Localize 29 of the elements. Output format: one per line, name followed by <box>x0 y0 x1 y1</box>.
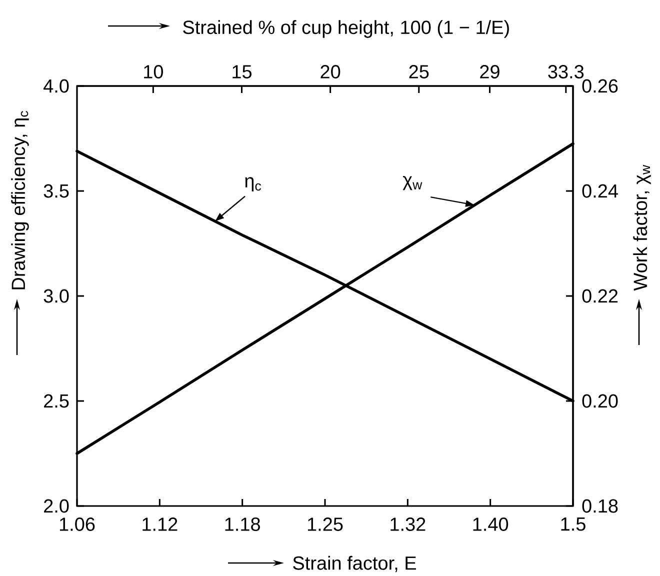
text: χ$_{w}$ <box>402 176 422 190</box>
y2-axis-title: Work factor, χ$_{w}$ <box>633 164 651 291</box>
x2-tick-label: 20 <box>320 65 340 78</box>
y-tick-label: 4.0 <box>44 79 69 93</box>
y2-tick-label: 0.20 <box>582 394 618 408</box>
x2-tick-label: 10 <box>144 65 163 78</box>
text: η$_{c}$ <box>245 177 262 192</box>
x2-tick-label: 25 <box>409 65 429 78</box>
y-tick-label: 2.5 <box>44 394 69 408</box>
x-tick-label: 1.5 <box>561 518 586 531</box>
y2-tick-label: 0.24 <box>582 184 618 198</box>
y-tick-label: 3.5 <box>44 184 69 198</box>
x2-axis-title: Strained % of cup height, 100 (1 − 1/E) <box>183 20 509 38</box>
y-tick-label: 3.0 <box>44 289 69 303</box>
x-tick-label: 1.25 <box>308 518 343 531</box>
x-tick-label: 1.06 <box>60 518 95 531</box>
x-tick-label: 1.32 <box>390 518 426 531</box>
x-axis-title: Strain factor, E <box>293 556 416 572</box>
x2-tick-label: 15 <box>232 65 252 78</box>
x-tick-label: 1.40 <box>473 518 508 531</box>
x-tick-label: 1.12 <box>142 518 178 531</box>
x-tick-label: 1.18 <box>225 518 260 531</box>
y2-tick-label: 0.22 <box>582 289 618 303</box>
x2-tick-label: 29 <box>480 65 500 78</box>
y2-tick-label: 0.26 <box>582 79 618 93</box>
y-tick-label: 2.0 <box>44 499 69 513</box>
x2-tick-label: 33.3 <box>548 65 584 78</box>
y2-tick-label: 0.18 <box>582 499 618 513</box>
y-axis-title: Drawing efficiency, η$_{c}$ <box>11 110 29 290</box>
